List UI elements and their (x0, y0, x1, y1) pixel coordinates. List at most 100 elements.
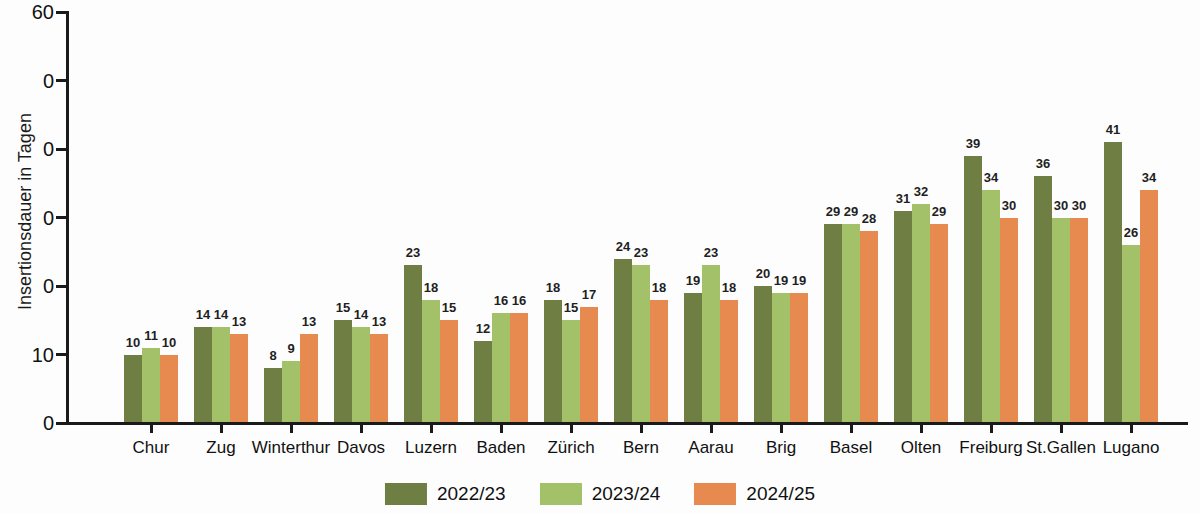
bar (370, 334, 388, 423)
y-tick-label: 0 (0, 276, 54, 296)
x-tick (430, 424, 433, 433)
legend-label: 2024/25 (746, 483, 815, 505)
y-tick-label: 60 (0, 2, 54, 22)
bar (264, 368, 282, 423)
bar (300, 334, 318, 423)
x-tick (710, 424, 713, 433)
bar (790, 293, 808, 423)
x-tick (570, 424, 573, 433)
bar (860, 231, 878, 423)
bar (1034, 176, 1052, 423)
bar-value-label: 13 (291, 315, 327, 329)
bar (352, 327, 370, 423)
bar (562, 320, 580, 423)
x-tick (500, 424, 503, 433)
x-tick (1130, 424, 1133, 433)
bar (684, 293, 702, 423)
bar-value-label: 34 (1131, 171, 1167, 185)
bar (614, 259, 632, 423)
bar (824, 224, 842, 423)
bar-value-label: 29 (921, 205, 957, 219)
bar-value-label: 13 (361, 315, 397, 329)
bar-value-label: 39 (955, 137, 991, 151)
y-tick (56, 11, 67, 14)
x-tick (920, 424, 923, 433)
bar-chart: Insertionsdauer in Tagen 600000100 10111… (0, 0, 1200, 513)
x-tick (290, 424, 293, 433)
legend-label: 2022/23 (437, 483, 506, 505)
bar-value-label: 18 (413, 281, 449, 295)
legend-item: 2024/25 (694, 483, 815, 505)
bar (1052, 218, 1070, 424)
y-tick-label: 0 (0, 413, 54, 433)
bar (440, 320, 458, 423)
x-tick (1060, 424, 1063, 433)
bar-value-label: 32 (903, 185, 939, 199)
bar (282, 361, 300, 423)
bar-value-label: 28 (851, 212, 887, 226)
bar (720, 300, 738, 423)
legend-swatch (694, 483, 736, 505)
bar (842, 224, 860, 423)
x-tick (640, 424, 643, 433)
bar (194, 327, 212, 423)
bar (544, 300, 562, 423)
y-tick (56, 353, 67, 356)
bar (930, 224, 948, 423)
y-tick-label: 0 (0, 139, 54, 159)
bar (212, 327, 230, 423)
bar-value-label: 23 (623, 246, 659, 260)
bar-value-label: 30 (1061, 199, 1097, 213)
bar (964, 156, 982, 423)
bar (422, 300, 440, 423)
y-tick (56, 148, 67, 151)
bar (474, 341, 492, 423)
y-tick (56, 285, 67, 288)
bar (772, 293, 790, 423)
legend: 2022/23 2023/24 2024/25 (385, 483, 815, 505)
bar-value-label: 19 (781, 274, 817, 288)
bar (1140, 190, 1158, 423)
bar (334, 320, 352, 423)
x-tick (850, 424, 853, 433)
bar (912, 204, 930, 423)
bar (1000, 218, 1018, 424)
bar-value-label: 16 (501, 294, 537, 308)
x-tick (360, 424, 363, 433)
bar (580, 307, 598, 423)
bar (894, 211, 912, 423)
bar (1122, 245, 1140, 423)
x-tick (990, 424, 993, 433)
y-tick-label: 0 (0, 71, 54, 91)
bar (754, 286, 772, 423)
bar (650, 300, 668, 423)
y-tick-label: 10 (0, 345, 54, 365)
bar (160, 355, 178, 424)
bar (982, 190, 1000, 423)
bar (142, 348, 160, 423)
x-tick (780, 424, 783, 433)
legend-item: 2023/24 (540, 483, 661, 505)
bar (492, 313, 510, 423)
bar-value-label: 10 (151, 336, 187, 350)
bar-value-label: 34 (973, 171, 1009, 185)
bar-value-label: 30 (991, 199, 1027, 213)
bar-value-label: 41 (1095, 123, 1131, 137)
bar (510, 313, 528, 423)
legend-label: 2023/24 (592, 483, 661, 505)
legend-swatch (385, 483, 427, 505)
legend-swatch (540, 483, 582, 505)
bar-value-label: 23 (395, 246, 431, 260)
bar (1104, 142, 1122, 423)
category-label: Lugano (1076, 438, 1186, 458)
bar-value-label: 36 (1025, 157, 1061, 171)
y-tick (56, 79, 67, 82)
x-tick (150, 424, 153, 433)
bar-value-label: 17 (571, 288, 607, 302)
legend-item: 2022/23 (385, 483, 506, 505)
bar-value-label: 18 (535, 281, 571, 295)
y-tick (56, 216, 67, 219)
bar-value-label: 18 (641, 281, 677, 295)
bar (1070, 218, 1088, 424)
bar (230, 334, 248, 423)
